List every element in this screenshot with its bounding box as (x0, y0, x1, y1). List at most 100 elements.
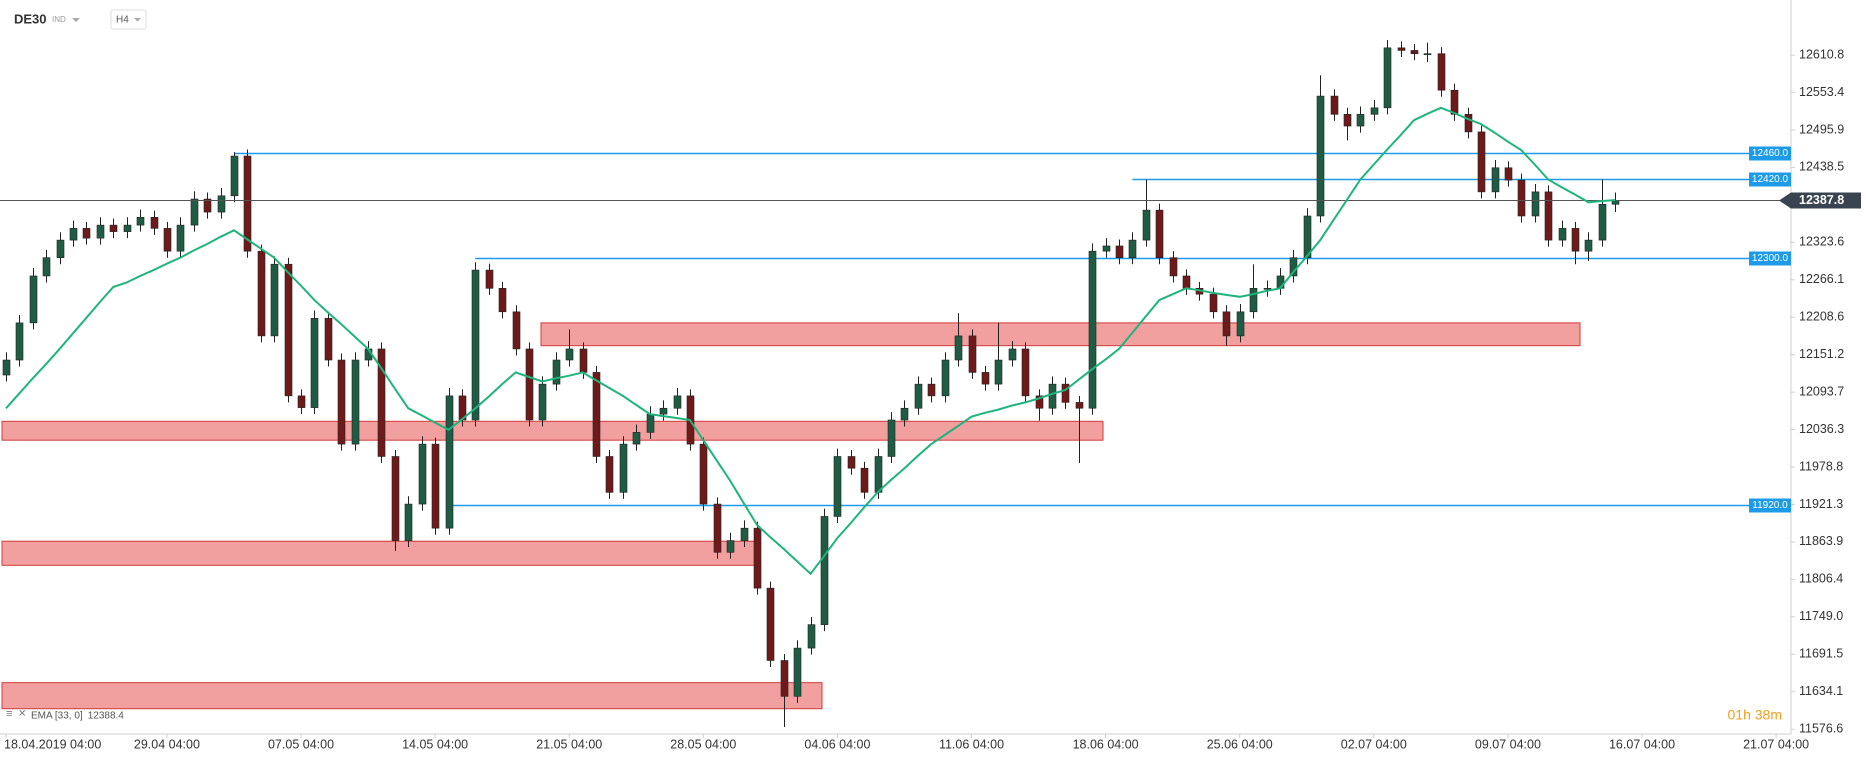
y-tick-label: 11749.0 (1799, 609, 1843, 623)
x-tick-label: 16.07 04:00 (1609, 737, 1675, 751)
candle-body (793, 647, 802, 697)
y-tick-label: 12036.3 (1799, 422, 1844, 436)
candle-body (1115, 245, 1124, 259)
symbol-dropdown[interactable] (72, 18, 80, 22)
footer: ≡ ✕ EMA [33, 0] 12388.4 01h 38m (6, 707, 1782, 723)
candle-body (927, 383, 936, 397)
candle-body (176, 224, 185, 252)
x-tick-label: 07.05 04:00 (268, 737, 334, 751)
level-label: 11920.0 (1752, 500, 1788, 511)
indicator-value: 12388.4 (88, 711, 125, 722)
candle-body (190, 198, 199, 226)
candle-body (1558, 228, 1567, 241)
y-tick-label: 11863.9 (1799, 534, 1843, 548)
y-tick-label: 11806.4 (1799, 572, 1843, 586)
candle-body (377, 348, 386, 457)
candle-body (1531, 191, 1540, 217)
level-label-box (1749, 498, 1791, 513)
candle-body (203, 198, 212, 213)
candle-body (954, 335, 963, 361)
candle-body (324, 318, 333, 361)
candle-body (565, 348, 574, 361)
candle-body (646, 413, 655, 433)
candle-body (1249, 288, 1258, 313)
candle-body (243, 155, 252, 252)
candle-body (673, 395, 682, 409)
x-tick-label: 18.04.2019 04:00 (4, 737, 101, 751)
candle-body (485, 269, 494, 289)
candle-body (1088, 250, 1097, 409)
timer: 01h 38m (1728, 707, 1782, 723)
x-tick-label: 04.06 04:00 (804, 737, 870, 751)
remove-icon[interactable]: ✕ (18, 709, 26, 720)
candle-body (525, 348, 534, 421)
y-tick-label: 12208.6 (1799, 310, 1844, 324)
candle-body (1464, 114, 1473, 133)
candle-body (1410, 50, 1419, 55)
candle-body (2, 359, 11, 376)
support-resistance-zone (1, 540, 756, 566)
candle-body (82, 228, 91, 239)
instrument-type: IND (52, 15, 66, 24)
candle-body (1571, 228, 1580, 252)
candle-body (351, 359, 360, 445)
candle-body (994, 359, 1003, 385)
level-label-box (1749, 146, 1791, 161)
candle-body (941, 359, 950, 397)
y-tick-label: 11634.1 (1799, 684, 1843, 698)
symbol[interactable]: DE30 (14, 11, 47, 26)
support-resistance-zone (540, 322, 1581, 347)
candle-body (163, 228, 172, 252)
x-tick-label: 29.04 04:00 (134, 737, 200, 751)
candle-body (780, 660, 789, 697)
candle-body (820, 516, 829, 625)
y-tick-label: 11978.8 (1799, 459, 1843, 473)
x-tick-label: 25.06 04:00 (1207, 737, 1273, 751)
candle-body (512, 311, 521, 350)
candle-body (1450, 89, 1459, 115)
x-tick-label: 11.06 04:00 (939, 737, 1004, 751)
level-label-box (1749, 251, 1791, 266)
candle-body (270, 263, 279, 337)
ema-line (5, 106, 1616, 576)
candle-body (1236, 311, 1245, 337)
candle-body (1008, 348, 1017, 361)
candle-body (592, 372, 601, 457)
candle-body (1182, 275, 1191, 289)
level-label: 12460.0 (1752, 148, 1789, 159)
x-tick-label: 09.07 04:00 (1475, 737, 1541, 751)
interval-button[interactable] (110, 9, 147, 30)
candle-body (1035, 395, 1044, 409)
candle-body (1437, 53, 1446, 91)
candle-body (1021, 348, 1030, 397)
candle-body (1370, 107, 1379, 115)
candle-body (284, 263, 293, 397)
candle-body (1423, 53, 1432, 56)
x-tick-label: 21.07 04:00 (1743, 737, 1809, 751)
candle-body (900, 407, 909, 421)
candle-body (619, 443, 628, 493)
candle-body (1209, 293, 1218, 313)
x-tick-label: 02.07 04:00 (1341, 737, 1407, 751)
support-resistance-zone (1, 682, 823, 710)
y-tick-label: 12553.4 (1799, 85, 1844, 99)
axes: 12610.8 12553.4 12495.9 12438.5 12323.6 12266… (4, 47, 1861, 751)
candle-body (968, 335, 977, 373)
level-label: 12420.0 (1752, 174, 1789, 185)
y-tick-label: 12093.7 (1799, 384, 1844, 398)
y-tick-label: 12495.9 (1799, 122, 1844, 136)
candle-body (874, 456, 883, 493)
candle-body (217, 195, 226, 213)
candle-body (1397, 47, 1406, 51)
toolbar: DE30 IND H4 (14, 9, 147, 30)
candle-body (1075, 402, 1084, 409)
candle-body (659, 407, 668, 415)
interval[interactable]: H4 (116, 15, 129, 26)
level-label-box (1749, 172, 1791, 187)
candle-body (713, 503, 722, 553)
interval-dropdown[interactable] (134, 18, 141, 22)
settings-icon[interactable]: ≡ (6, 708, 12, 720)
candle-body (310, 318, 319, 408)
candle-body (552, 359, 561, 385)
